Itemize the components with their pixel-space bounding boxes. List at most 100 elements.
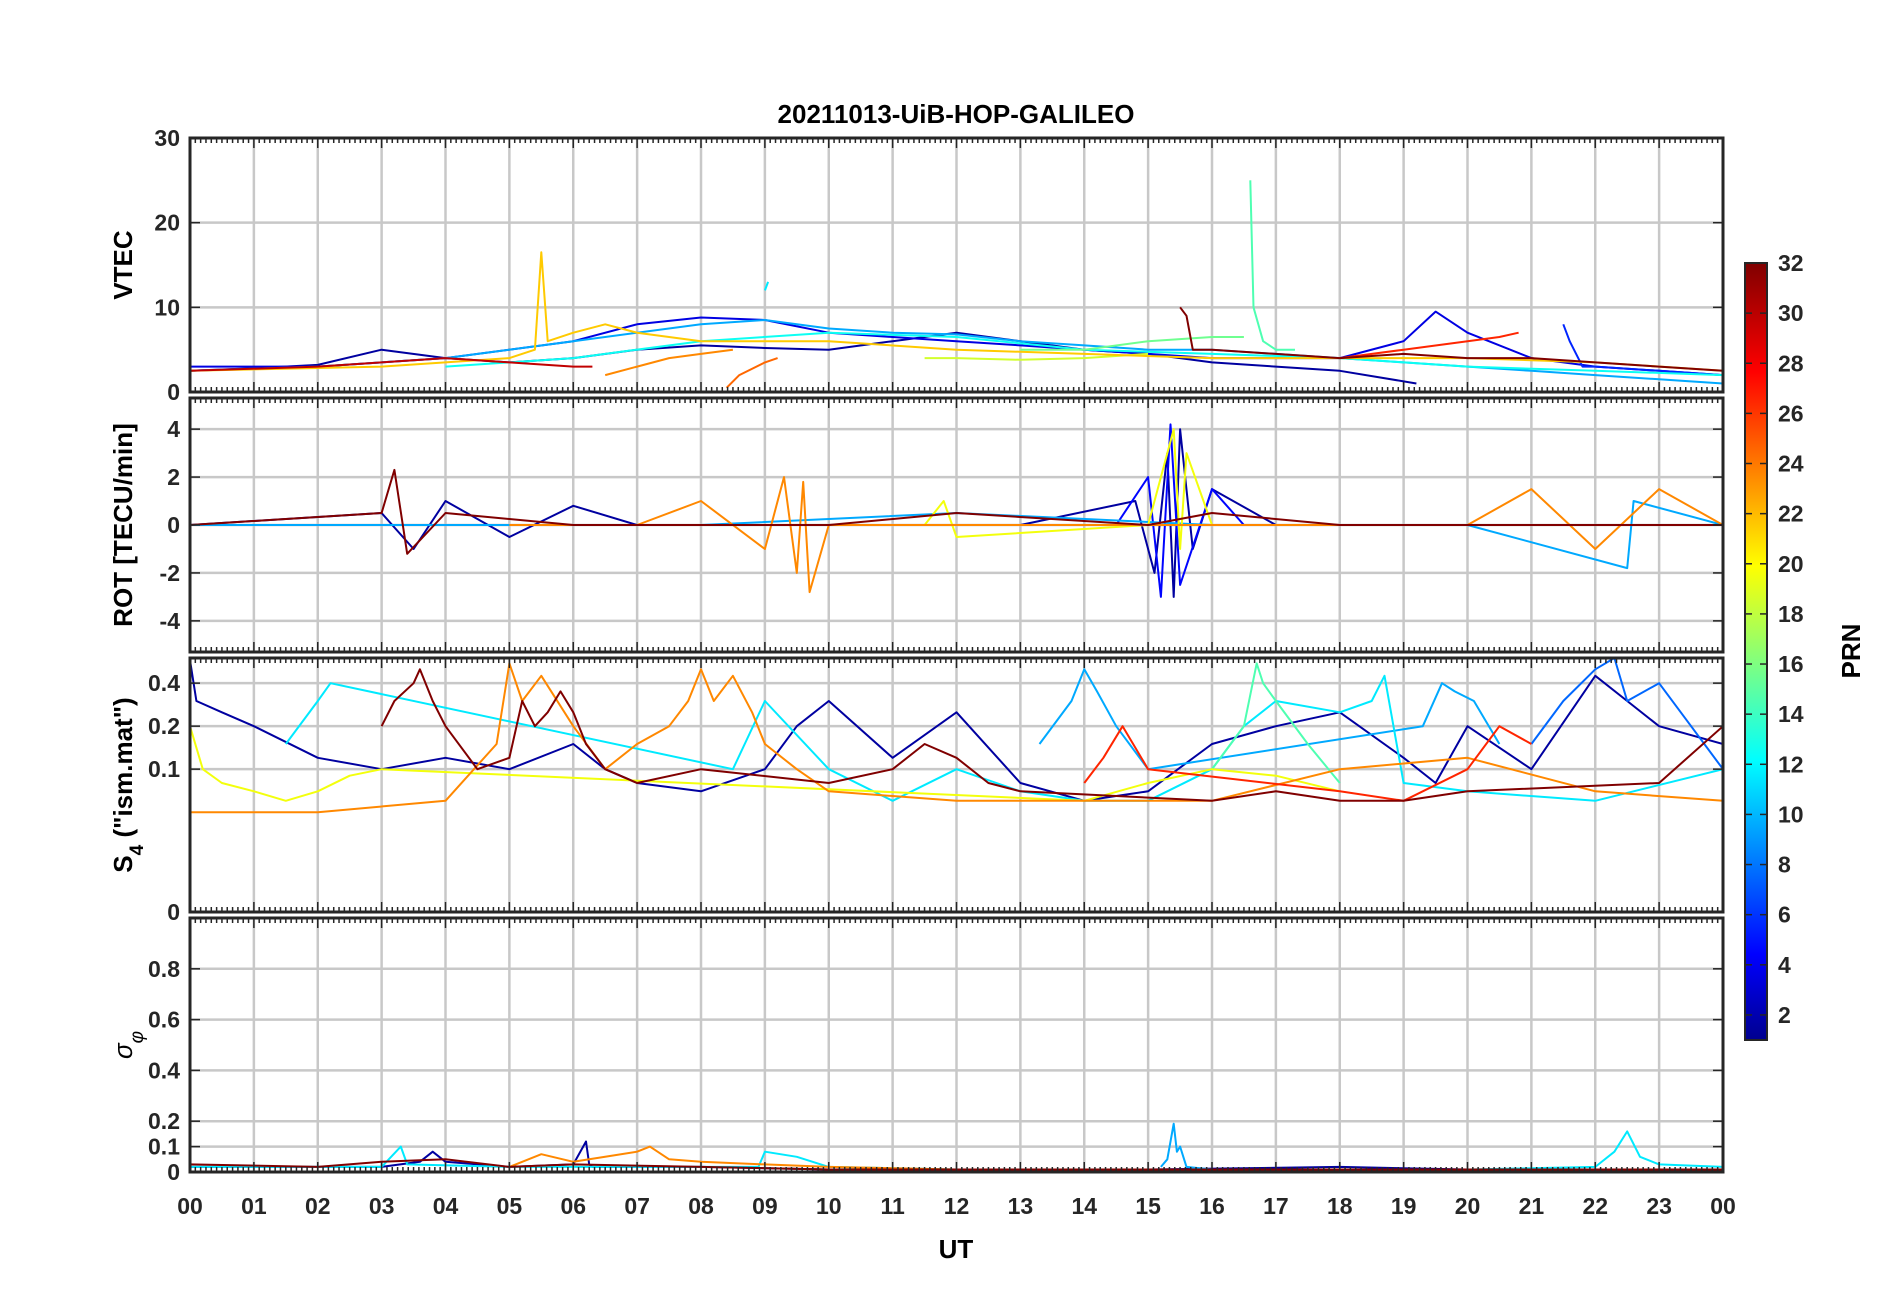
series-line-prn-25 bbox=[725, 357, 778, 389]
colorbar-tick-label: 6 bbox=[1778, 902, 1791, 928]
x-tick-label: 01 bbox=[241, 1193, 267, 1219]
series-line-prn-6 bbox=[1562, 323, 1723, 377]
series-group-rot bbox=[190, 423, 1723, 598]
x-tick-label: 18 bbox=[1327, 1193, 1353, 1219]
grid-sigma bbox=[190, 918, 1723, 1172]
x-tick-label: 07 bbox=[624, 1193, 650, 1219]
x-tick-label: 17 bbox=[1263, 1193, 1289, 1219]
colorbar-tick-label: 24 bbox=[1778, 451, 1804, 477]
series-line-prn-32 bbox=[1179, 306, 1723, 372]
x-axis-label: UT bbox=[939, 1234, 974, 1264]
colorbar-label: PRN bbox=[1836, 624, 1866, 679]
series-line-prn-12 bbox=[763, 281, 770, 291]
x-tick-label: 06 bbox=[560, 1193, 586, 1219]
x-tick-label: 02 bbox=[305, 1193, 331, 1219]
panel-s4: 0 0.1 0.2 0.4S4 ("ism.mat") bbox=[108, 656, 1725, 925]
series-line-prn-8 bbox=[1530, 658, 1723, 770]
x-tick-label: 09 bbox=[752, 1193, 778, 1219]
y-axis-label-vtec: VTEC bbox=[108, 230, 138, 300]
series-line-prn-2 bbox=[190, 331, 1417, 385]
y-tick-label: 0 bbox=[167, 1159, 180, 1185]
series-line-prn-15 bbox=[1249, 180, 1295, 351]
y-tick-label: 0 bbox=[167, 512, 180, 538]
ticks-vtec: 0 10 20 30 bbox=[154, 125, 1724, 405]
colorbar-tick-label: 26 bbox=[1778, 400, 1804, 426]
series-line-prn-19 bbox=[924, 352, 1149, 361]
colorbar-tick-label: 4 bbox=[1778, 952, 1791, 978]
series-line-prn-20 bbox=[923, 428, 1213, 550]
y-tick-label: 0.2 bbox=[148, 713, 180, 739]
x-tick-label: 12 bbox=[944, 1193, 970, 1219]
y-axis-label-sigma: σφ bbox=[108, 1031, 148, 1059]
x-tick-label: 05 bbox=[497, 1193, 523, 1219]
panel-vtec: 0 10 20 30 VTEC bbox=[108, 125, 1725, 405]
series-line-prn-27 bbox=[1339, 331, 1519, 360]
colorbar-tick-label: 18 bbox=[1778, 601, 1804, 627]
colorbar-tick-label: 14 bbox=[1778, 701, 1804, 727]
series-line-prn-10 bbox=[190, 319, 1723, 385]
x-tick-label: 03 bbox=[369, 1193, 395, 1219]
colorbar-tick-label: 32 bbox=[1778, 250, 1804, 276]
panel-sigma: 00.10.2 0.4 0.6 0.8 σφ bbox=[108, 916, 1725, 1185]
y-tick-label: 0.4 bbox=[148, 1057, 180, 1083]
x-tick-label: 04 bbox=[433, 1193, 459, 1219]
series-line-prn-27 bbox=[1083, 725, 1532, 802]
series-line-prn-15 bbox=[1211, 662, 1341, 784]
series-group-s4 bbox=[190, 658, 1723, 814]
series-line-prn-24 bbox=[190, 662, 1723, 814]
y-tick-label: 10 bbox=[154, 294, 180, 320]
y-tick-label: 20 bbox=[154, 210, 180, 236]
x-tick-label: 19 bbox=[1391, 1193, 1417, 1219]
y-tick-label: 30 bbox=[154, 125, 180, 151]
x-tick-labels: 00 01 02 03 04 05 06 07 08 09 10 11 12 13 14 15 16 17 18 19… bbox=[177, 1193, 1736, 1219]
ticks-s4: 0 0.1 0.2 0.4 bbox=[148, 658, 1724, 925]
y-tick-label: 4 bbox=[167, 416, 180, 442]
colorbar-tick-label: 28 bbox=[1778, 350, 1804, 376]
x-tick-label: 16 bbox=[1199, 1193, 1225, 1219]
series-line-prn-24 bbox=[604, 348, 734, 377]
ticks-rot: -4 -2 0 2 4 bbox=[160, 398, 1724, 652]
series-line-prn-5 bbox=[1115, 423, 1245, 598]
y-tick-label: 0.1 bbox=[148, 756, 180, 782]
x-tick-label: 14 bbox=[1071, 1193, 1097, 1219]
x-tick-label: 15 bbox=[1135, 1193, 1161, 1219]
y-tick-label: 0.8 bbox=[148, 956, 180, 982]
series-line-prn-12 bbox=[284, 674, 1723, 802]
y-tick-label: 0.4 bbox=[148, 670, 180, 696]
x-tick-label: 20 bbox=[1455, 1193, 1481, 1219]
y-tick-label: -2 bbox=[160, 560, 180, 586]
x-tick-label: 00 bbox=[177, 1193, 203, 1219]
colorbar-tick-label: 2 bbox=[1778, 1002, 1791, 1028]
y-tick-label: -4 bbox=[160, 608, 181, 634]
y-tick-label: 0 bbox=[167, 379, 180, 405]
x-tick-label: 21 bbox=[1519, 1193, 1545, 1219]
series-line-prn-22 bbox=[190, 251, 1723, 372]
y-tick-label: 0.2 bbox=[148, 1108, 180, 1134]
colorbar-tick-label: 10 bbox=[1778, 801, 1804, 827]
series-group-vtec bbox=[190, 180, 1723, 389]
series-line-prn-24 bbox=[509, 476, 1723, 594]
y-tick-label: 0 bbox=[167, 899, 180, 925]
x-tick-label: 08 bbox=[688, 1193, 714, 1219]
series-line-prn-30 bbox=[190, 357, 593, 372]
colorbar-tick-label: 12 bbox=[1778, 751, 1804, 777]
y-tick-label: 0.6 bbox=[148, 1007, 180, 1033]
colorbar-tick-label: 30 bbox=[1778, 300, 1804, 326]
series-line-prn-10 bbox=[1160, 1122, 1213, 1171]
colorbar-tick-label: 22 bbox=[1778, 501, 1804, 527]
colorbar-tick-label: 16 bbox=[1778, 651, 1804, 677]
ticks-sigma: 00.10.2 0.4 0.6 0.8 bbox=[148, 918, 1724, 1185]
colorbar: 32 30 28 26 24 22 20 18 16 14 12 10 8 6 4 2 PRN bbox=[1744, 250, 1866, 1041]
panel-rot: -4 -2 0 2 4 ROT [TECU/min] bbox=[108, 396, 1725, 654]
x-tick-label: 00 bbox=[1710, 1193, 1736, 1219]
x-tick-label: 10 bbox=[816, 1193, 842, 1219]
series-line-prn-32 bbox=[190, 468, 1723, 555]
series-line-prn-20 bbox=[190, 725, 1341, 802]
series-line-prn-32 bbox=[380, 668, 1723, 802]
colorbar-tick-label: 20 bbox=[1778, 551, 1804, 577]
y-tick-label: 2 bbox=[167, 464, 180, 490]
y-axis-label-s4: S4 ("ism.mat") bbox=[108, 697, 148, 872]
grid-s4 bbox=[190, 658, 1723, 912]
colorbar-gradient bbox=[1744, 262, 1768, 1041]
